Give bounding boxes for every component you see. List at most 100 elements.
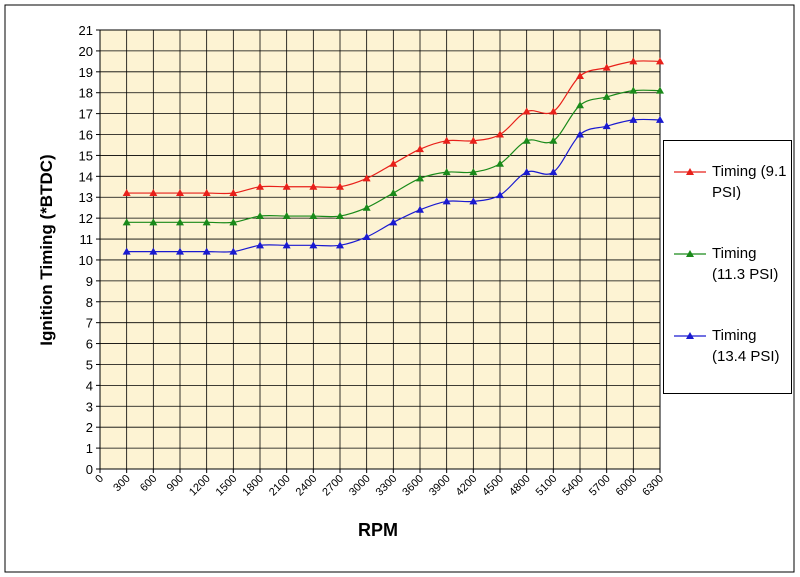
marker — [202, 189, 211, 197]
marker — [442, 197, 451, 205]
marker — [229, 247, 238, 255]
y-tick-label: 3 — [86, 399, 93, 414]
y-tick-label: 18 — [79, 86, 93, 101]
marker — [149, 247, 158, 255]
marker — [336, 212, 344, 220]
marker — [282, 241, 291, 249]
legend-label: Timing (11.3 PSI) — [712, 245, 779, 283]
y-tick-label: 5 — [86, 357, 93, 372]
legend-marker — [686, 168, 694, 175]
marker — [656, 86, 664, 94]
marker — [362, 232, 371, 240]
plot-area — [100, 30, 660, 469]
y-tick-label: 2 — [86, 420, 93, 435]
y-tick-label: 14 — [79, 169, 93, 184]
y-tick-label: 11 — [80, 232, 94, 247]
y-tick-label: 0 — [86, 462, 93, 477]
legend-item: Timing (11.3 PSI) — [672, 243, 790, 285]
marker — [282, 212, 291, 220]
y-tick-label: 7 — [86, 316, 93, 331]
marker — [122, 218, 131, 226]
marker — [202, 218, 211, 226]
marker — [309, 182, 318, 190]
y-tick-label: 1 — [86, 441, 93, 456]
marker — [149, 218, 158, 226]
marker — [256, 241, 264, 249]
marker — [442, 136, 451, 144]
marker — [309, 212, 318, 220]
marker — [416, 145, 424, 153]
marker — [336, 241, 344, 249]
y-tick-label: 21 — [79, 23, 93, 38]
y-tick-label: 8 — [86, 295, 93, 310]
marker — [442, 168, 451, 176]
legend-marker — [686, 332, 694, 339]
y-tick-label: 4 — [86, 378, 93, 393]
marker — [469, 168, 478, 176]
marker — [469, 136, 478, 144]
marker — [496, 191, 504, 199]
legend-icon — [674, 250, 706, 257]
marker — [122, 189, 131, 197]
y-tick-label: 17 — [79, 107, 93, 122]
legend: Timing (9.1 PSI) Timing (11.3 PSI) Timing … — [663, 140, 792, 394]
marker — [629, 86, 638, 94]
marker — [629, 115, 638, 123]
marker — [416, 205, 424, 213]
x-axis-title: RPM — [358, 520, 398, 540]
marker — [522, 107, 531, 115]
y-tick-label: 10 — [79, 253, 93, 268]
marker — [229, 218, 238, 226]
marker — [362, 203, 371, 211]
marker — [656, 115, 664, 123]
marker — [656, 57, 664, 65]
y-tick-label: 19 — [79, 65, 93, 80]
marker — [576, 130, 584, 138]
marker — [416, 174, 424, 182]
marker — [576, 101, 584, 109]
legend-item: Timing (9.1 PSI) — [672, 161, 790, 203]
y-axis-title: Ignition Timing (*BTDC) — [37, 154, 56, 345]
marker — [202, 247, 211, 255]
legend-marker — [686, 250, 694, 257]
plot-border — [99, 29, 661, 470]
legend-icon — [674, 332, 706, 339]
marker — [256, 182, 264, 190]
marker — [309, 241, 318, 249]
marker — [176, 247, 184, 255]
marker — [629, 57, 638, 65]
y-tick-label: 12 — [79, 211, 93, 226]
marker — [256, 212, 264, 220]
marker — [549, 168, 558, 176]
marker — [176, 189, 184, 197]
marker — [282, 182, 291, 190]
marker — [549, 136, 558, 144]
marker — [336, 182, 344, 190]
marker — [549, 107, 558, 115]
marker — [389, 218, 398, 226]
marker — [362, 174, 371, 182]
y-tick-label: 9 — [86, 274, 93, 289]
marker — [496, 130, 504, 138]
marker — [602, 92, 611, 100]
legend-label: Timing (9.1 PSI) — [712, 163, 787, 201]
marker — [389, 159, 398, 167]
marker — [149, 189, 158, 197]
marker — [522, 136, 531, 144]
marker — [469, 197, 478, 205]
marker — [389, 189, 398, 197]
marker — [122, 247, 131, 255]
marker — [496, 159, 504, 167]
legend-item: Timing (13.4 PSI) — [672, 325, 790, 367]
marker — [602, 122, 611, 130]
legend-label: Timing (13.4 PSI) — [712, 327, 780, 365]
marker — [176, 218, 184, 226]
legend-icon — [674, 168, 706, 175]
y-tick-label: 15 — [79, 148, 93, 163]
marker — [522, 168, 531, 176]
marker — [602, 63, 611, 71]
y-tick-label: 13 — [79, 190, 93, 205]
marker — [229, 189, 238, 197]
